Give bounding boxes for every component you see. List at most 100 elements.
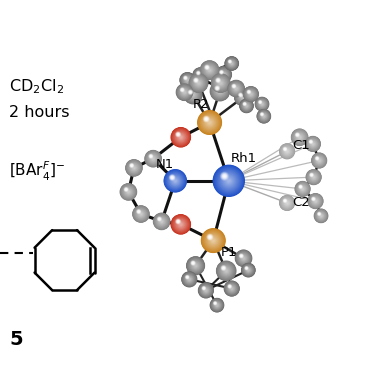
Circle shape <box>211 238 216 243</box>
Circle shape <box>158 218 161 220</box>
Circle shape <box>149 154 153 159</box>
Circle shape <box>122 185 135 199</box>
Circle shape <box>241 96 244 99</box>
Circle shape <box>242 264 255 276</box>
Circle shape <box>241 255 246 261</box>
Circle shape <box>226 58 238 69</box>
Circle shape <box>308 139 318 149</box>
Circle shape <box>148 154 158 164</box>
Circle shape <box>282 146 292 156</box>
Circle shape <box>259 111 269 121</box>
Circle shape <box>311 174 313 176</box>
Circle shape <box>177 134 179 135</box>
Circle shape <box>211 83 228 100</box>
Circle shape <box>316 211 326 221</box>
Circle shape <box>180 87 189 97</box>
Circle shape <box>187 277 192 282</box>
Circle shape <box>213 301 221 309</box>
Circle shape <box>263 116 264 117</box>
Circle shape <box>151 156 156 161</box>
Circle shape <box>217 68 230 81</box>
Circle shape <box>207 120 212 125</box>
Circle shape <box>236 88 237 89</box>
Circle shape <box>263 115 265 117</box>
Circle shape <box>212 300 222 310</box>
Circle shape <box>318 213 320 215</box>
Circle shape <box>149 154 158 163</box>
Circle shape <box>175 218 187 230</box>
Circle shape <box>315 210 327 222</box>
Circle shape <box>177 221 184 228</box>
Circle shape <box>200 113 219 132</box>
Circle shape <box>299 185 307 193</box>
Circle shape <box>206 233 221 248</box>
Circle shape <box>196 71 205 80</box>
Circle shape <box>259 101 265 107</box>
Circle shape <box>199 111 221 134</box>
Circle shape <box>173 178 178 183</box>
Circle shape <box>197 82 200 85</box>
Circle shape <box>215 86 219 90</box>
Circle shape <box>315 156 319 161</box>
Circle shape <box>170 176 180 186</box>
Circle shape <box>128 162 139 173</box>
Circle shape <box>172 216 189 233</box>
Circle shape <box>242 96 244 99</box>
Circle shape <box>217 68 230 81</box>
Circle shape <box>195 265 196 266</box>
Circle shape <box>263 115 265 117</box>
Circle shape <box>316 157 323 164</box>
Circle shape <box>220 172 238 190</box>
Circle shape <box>236 251 251 266</box>
Circle shape <box>173 130 188 145</box>
Circle shape <box>183 91 186 94</box>
Circle shape <box>175 219 186 230</box>
Circle shape <box>233 86 235 87</box>
Circle shape <box>139 212 143 216</box>
Circle shape <box>247 90 255 98</box>
Circle shape <box>248 269 249 271</box>
Circle shape <box>183 76 192 84</box>
Circle shape <box>310 141 315 146</box>
Circle shape <box>224 269 228 273</box>
Circle shape <box>242 97 243 98</box>
Circle shape <box>306 170 321 184</box>
Circle shape <box>228 285 231 287</box>
Circle shape <box>257 99 267 109</box>
Circle shape <box>218 89 222 93</box>
Circle shape <box>172 216 189 233</box>
Circle shape <box>126 160 142 176</box>
Circle shape <box>204 289 208 292</box>
Circle shape <box>261 114 266 119</box>
Circle shape <box>245 88 257 100</box>
Circle shape <box>205 290 207 291</box>
Circle shape <box>213 85 227 98</box>
Circle shape <box>160 220 163 223</box>
Circle shape <box>202 230 224 252</box>
Circle shape <box>189 91 192 93</box>
Circle shape <box>139 212 143 216</box>
Circle shape <box>227 59 237 68</box>
Circle shape <box>211 82 229 100</box>
Circle shape <box>173 217 189 232</box>
Circle shape <box>167 172 184 189</box>
Circle shape <box>218 69 229 80</box>
Circle shape <box>140 213 142 215</box>
Circle shape <box>168 173 183 189</box>
Circle shape <box>207 234 213 240</box>
Circle shape <box>138 211 144 217</box>
Circle shape <box>222 174 235 187</box>
Circle shape <box>315 157 323 164</box>
Circle shape <box>212 300 222 310</box>
Circle shape <box>224 176 234 186</box>
Circle shape <box>245 88 257 100</box>
Circle shape <box>246 89 256 99</box>
Circle shape <box>205 289 207 292</box>
Circle shape <box>194 79 198 82</box>
Circle shape <box>195 80 197 81</box>
Circle shape <box>319 214 323 218</box>
Circle shape <box>294 131 306 143</box>
Circle shape <box>301 187 304 191</box>
Circle shape <box>240 255 247 262</box>
Circle shape <box>204 65 215 76</box>
